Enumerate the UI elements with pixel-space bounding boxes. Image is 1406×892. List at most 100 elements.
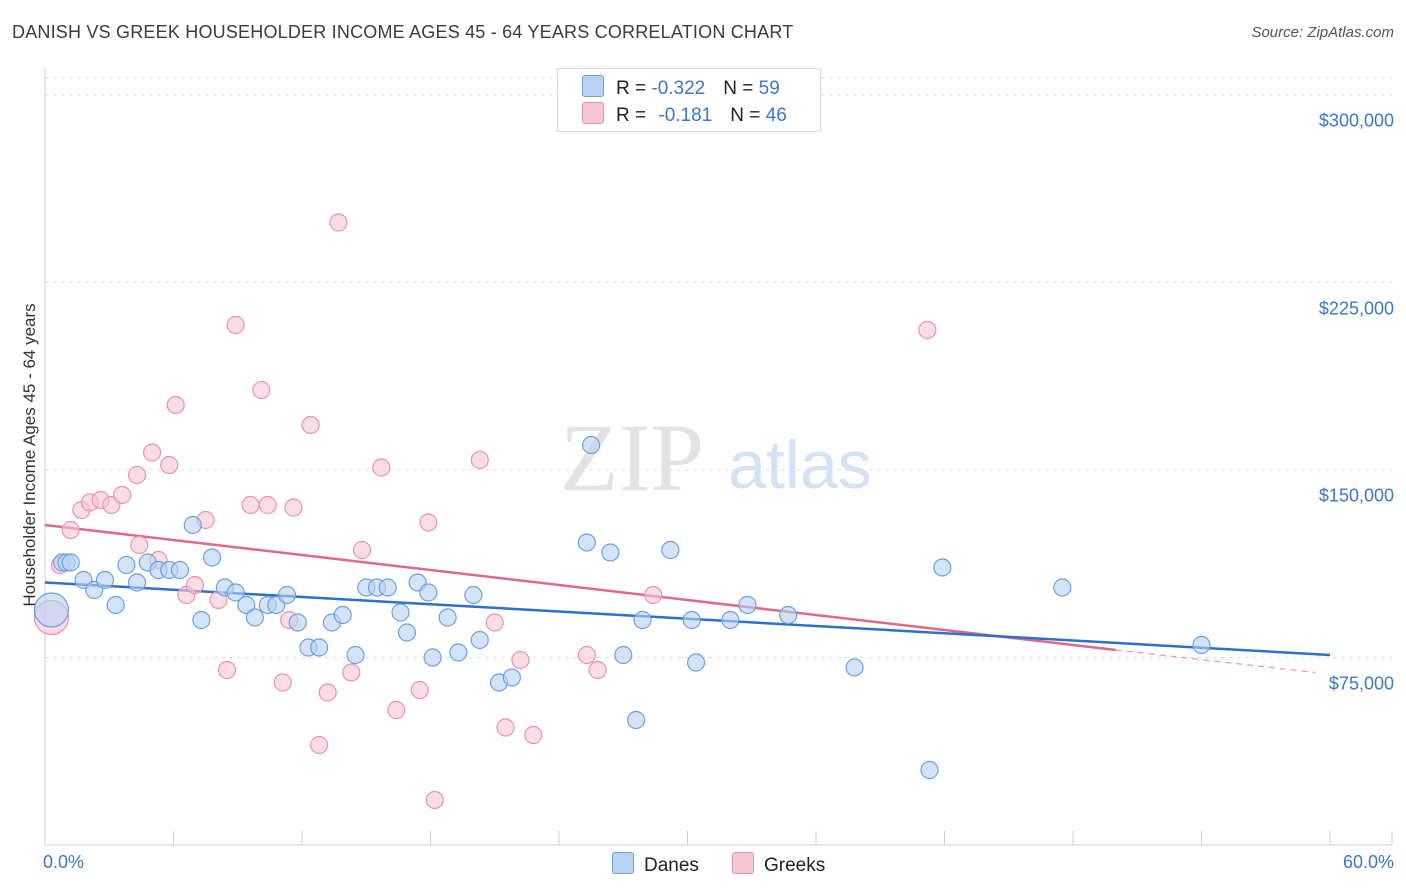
greeks-point — [130, 535, 149, 555]
greeks-point — [470, 450, 489, 470]
greeks-point — [310, 735, 329, 755]
greeks-point — [226, 315, 245, 335]
greeks-point — [329, 213, 348, 232]
greeks-point — [485, 613, 504, 632]
danes-point — [686, 653, 706, 672]
danes-point — [464, 585, 483, 605]
greeks-point — [284, 498, 303, 517]
watermark: ZIP atlas — [560, 404, 872, 511]
bottom-legend-greeks: Greeks — [732, 852, 825, 877]
danes-point — [626, 710, 646, 730]
danes-point — [288, 613, 307, 632]
danes-point — [582, 435, 601, 455]
greeks-point — [241, 495, 260, 515]
greeks-point — [112, 485, 132, 505]
danes-point — [661, 540, 680, 560]
bottom-danes-swatch — [612, 852, 634, 874]
danes-point — [1192, 635, 1211, 655]
greeks-point — [301, 415, 320, 435]
danes-point — [423, 648, 442, 667]
danes-point — [1053, 578, 1072, 597]
greeks-point — [352, 540, 372, 560]
danes-point — [237, 595, 256, 615]
danes-point — [127, 573, 147, 592]
axes — [44, 68, 1393, 846]
danes-n-label: N = — [723, 78, 759, 99]
danes-point — [61, 553, 80, 572]
danes-point — [577, 533, 596, 552]
danes-point — [117, 555, 136, 575]
greeks-point — [588, 660, 607, 680]
greeks-point — [511, 650, 530, 670]
greeks-n-value: 46 — [765, 105, 787, 126]
greeks-trend-line — [44, 523, 1116, 652]
danes-point — [277, 585, 297, 605]
danes-point — [682, 610, 701, 630]
greeks-point — [160, 455, 179, 475]
danes-point — [346, 645, 365, 665]
greeks-point — [61, 520, 80, 540]
danes-point — [245, 608, 264, 627]
greeks-swatch — [582, 102, 604, 124]
danes-point — [183, 515, 202, 535]
greeks-point — [252, 380, 271, 400]
data-points — [33, 213, 1211, 810]
danes-point — [106, 595, 125, 615]
greeks-point — [425, 790, 444, 810]
legend-row-greeks: R = -0.181 N = 46 — [582, 102, 787, 126]
danes-r-label: R = — [616, 78, 652, 99]
bottom-danes-label: Danes — [644, 855, 699, 876]
danes-point — [614, 645, 633, 665]
danes-swatch — [582, 75, 604, 97]
danes-point — [391, 603, 410, 622]
greeks-point — [918, 320, 937, 340]
greeks-point — [387, 700, 406, 720]
greeks-point — [410, 680, 429, 700]
y-tick-label: $150,000 — [1318, 485, 1394, 506]
danes-point — [33, 592, 70, 628]
danes-point — [419, 583, 438, 602]
legend-row-danes: R = -0.322 N = 59 — [582, 75, 780, 99]
danes-point — [920, 760, 939, 780]
greeks-r-label: R = — [616, 105, 652, 126]
greeks-point — [342, 663, 361, 682]
chart-title: DANISH VS GREEK HOUSEHOLDER INCOME AGES … — [12, 22, 794, 42]
watermark-zip: ZIP — [560, 404, 704, 511]
greeks-point — [127, 465, 147, 485]
danes-point — [738, 595, 757, 615]
bottom-greeks-label: Greeks — [764, 855, 826, 876]
greeks-trend-extension — [1115, 649, 1316, 674]
danes-point — [845, 658, 864, 677]
y-tick-label: $225,000 — [1318, 298, 1394, 318]
source-label: Source: ZipAtlas.com — [1251, 24, 1394, 41]
danes-point — [95, 570, 115, 590]
greeks-point — [273, 673, 292, 692]
correlation-legend: R = -0.322 N = 59 R = -0.181 N = 46 — [557, 68, 821, 132]
danes-point — [779, 605, 798, 625]
greeks-point — [166, 395, 185, 415]
danes-point — [449, 643, 468, 662]
greeks-point — [644, 585, 663, 605]
x-tick-min: 0.0% — [43, 852, 85, 872]
y-tick-label: $300,000 — [1318, 110, 1394, 131]
bottom-legend-danes: Danes — [612, 852, 699, 877]
danes-point — [470, 630, 489, 650]
danes-point — [226, 583, 245, 602]
greeks-point — [142, 443, 162, 462]
x-tick-max: 60.0% — [1342, 852, 1394, 872]
greeks-point — [185, 575, 205, 595]
danes-point — [192, 610, 211, 630]
danes-point — [378, 578, 397, 597]
greeks-point — [217, 660, 237, 680]
danes-point — [933, 558, 952, 577]
y-tick-label: $75,000 — [1328, 673, 1394, 693]
danes-point — [310, 638, 329, 657]
watermark-atlas: atlas — [728, 427, 872, 503]
greeks-point — [258, 495, 277, 515]
danes-point — [333, 605, 352, 625]
greeks-point — [318, 683, 337, 702]
danes-n-value: 59 — [758, 78, 780, 99]
grid-lines — [45, 77, 1392, 658]
danes-point — [633, 610, 652, 630]
